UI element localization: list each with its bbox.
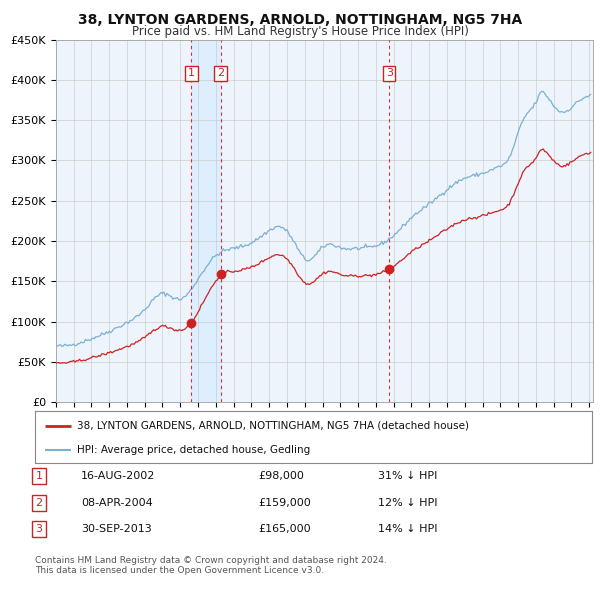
Text: 14% ↓ HPI: 14% ↓ HPI bbox=[378, 525, 437, 534]
Text: HPI: Average price, detached house, Gedling: HPI: Average price, detached house, Gedl… bbox=[77, 445, 310, 455]
Text: 38, LYNTON GARDENS, ARNOLD, NOTTINGHAM, NG5 7HA: 38, LYNTON GARDENS, ARNOLD, NOTTINGHAM, … bbox=[78, 13, 522, 27]
Text: 1: 1 bbox=[35, 471, 43, 481]
Text: 38, LYNTON GARDENS, ARNOLD, NOTTINGHAM, NG5 7HA (detached house): 38, LYNTON GARDENS, ARNOLD, NOTTINGHAM, … bbox=[77, 421, 469, 431]
Text: 2: 2 bbox=[217, 68, 224, 78]
Text: 12% ↓ HPI: 12% ↓ HPI bbox=[378, 498, 437, 507]
Text: 08-APR-2004: 08-APR-2004 bbox=[81, 498, 153, 507]
Text: 31% ↓ HPI: 31% ↓ HPI bbox=[378, 471, 437, 481]
Text: 30-SEP-2013: 30-SEP-2013 bbox=[81, 525, 152, 534]
Bar bbox=[191, 40, 221, 402]
Text: £159,000: £159,000 bbox=[258, 498, 311, 507]
Text: 2: 2 bbox=[35, 498, 43, 507]
Text: 16-AUG-2002: 16-AUG-2002 bbox=[81, 471, 155, 481]
Text: £165,000: £165,000 bbox=[258, 525, 311, 534]
Text: £98,000: £98,000 bbox=[258, 471, 304, 481]
Text: Contains HM Land Registry data © Crown copyright and database right 2024.
This d: Contains HM Land Registry data © Crown c… bbox=[35, 556, 386, 575]
Text: Price paid vs. HM Land Registry's House Price Index (HPI): Price paid vs. HM Land Registry's House … bbox=[131, 25, 469, 38]
Text: 3: 3 bbox=[35, 525, 43, 534]
Text: 3: 3 bbox=[386, 68, 393, 78]
Text: 1: 1 bbox=[188, 68, 195, 78]
